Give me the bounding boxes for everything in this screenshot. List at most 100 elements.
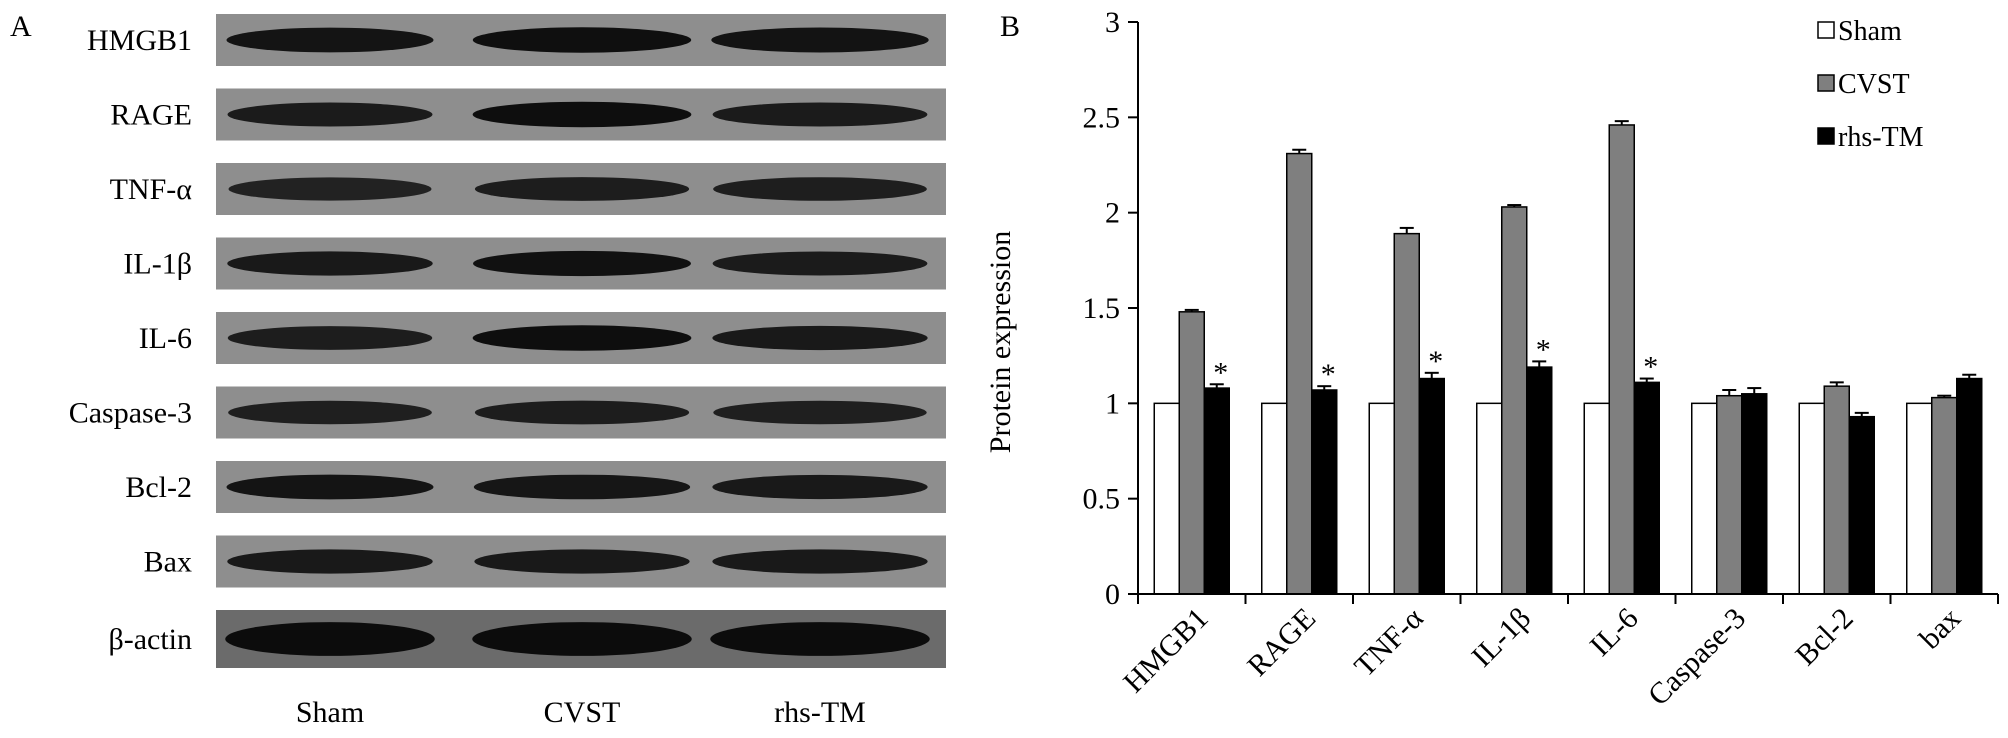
blot-rows: HMGB1 RAGE TNF-α IL-1β IL-6 Caspase-3 Bcl-2 Bax… xyxy=(69,14,946,668)
blot-band xyxy=(227,326,433,350)
bar-cvst xyxy=(1286,152,1313,595)
bar-rhs-tm xyxy=(1741,393,1768,595)
blot-band xyxy=(226,27,434,53)
blot-band xyxy=(712,474,928,500)
blot-band xyxy=(472,101,692,128)
bar-cvst xyxy=(1716,394,1743,595)
blot-band xyxy=(712,102,928,127)
y-tick-label: 0.5 xyxy=(1083,483,1121,516)
significance-mark: * xyxy=(1213,356,1228,389)
significance-mark: * xyxy=(1536,333,1551,366)
y-axis-label: Protein expression xyxy=(984,231,1017,453)
blot-band xyxy=(712,251,928,276)
legend-label: CVST xyxy=(1838,69,1910,100)
legend-swatch xyxy=(1817,127,1835,145)
blot-row-label: IL-1β xyxy=(123,248,192,281)
bar-rhs-tm xyxy=(1633,381,1660,595)
blot-row-label: Bcl-2 xyxy=(125,471,192,504)
blot-row: Caspase-3 xyxy=(69,386,946,439)
y-tick-label: 1.5 xyxy=(1083,292,1121,325)
blot-row-label: HMGB1 xyxy=(87,24,192,57)
blot-band xyxy=(713,400,927,425)
blot-band xyxy=(228,177,432,201)
blot-band xyxy=(712,325,928,351)
bar-sham xyxy=(1476,402,1503,595)
y-tick-label: 1 xyxy=(1105,387,1120,420)
lane-label: rhs-TM xyxy=(774,696,866,729)
x-category-label: IL-6 xyxy=(1584,602,1645,663)
blot-band xyxy=(472,622,692,656)
blot-band xyxy=(474,549,690,574)
lane-label: CVST xyxy=(544,696,621,729)
significance-mark: * xyxy=(1643,351,1658,384)
bar-sham xyxy=(1261,402,1288,595)
blot-row-label: Caspase-3 xyxy=(69,397,192,430)
bar-cvst xyxy=(1823,385,1850,595)
blot-band xyxy=(473,250,691,277)
blot-row-label: Bax xyxy=(144,546,192,579)
blot-band xyxy=(474,177,690,201)
bar-rhs-tm xyxy=(1418,377,1445,595)
blot-band xyxy=(225,622,435,656)
bar-cvst xyxy=(1608,124,1635,595)
blot-band xyxy=(472,325,692,351)
x-category-label: RAGE xyxy=(1241,602,1322,683)
blot-row: HMGB1 xyxy=(87,14,946,66)
x-category-label: HMGB1 xyxy=(1117,602,1215,700)
bar-rhs-tm xyxy=(1956,377,1983,595)
blot-band xyxy=(710,622,930,656)
blot-band xyxy=(227,102,433,127)
blot-row-label: RAGE xyxy=(110,99,192,132)
blot-row-label: TNF-α xyxy=(110,173,193,206)
significance-mark: * xyxy=(1428,345,1443,378)
y-tick-label: 2 xyxy=(1105,197,1120,230)
bar-rhs-tm xyxy=(1848,415,1875,595)
legend-label: rhs-TM xyxy=(1838,122,1924,153)
blot-band xyxy=(474,400,690,425)
bar-cvst xyxy=(1501,206,1528,595)
bars: * * * * * xyxy=(1153,120,1983,595)
bar-sham xyxy=(1798,402,1825,595)
bar-sham xyxy=(1368,402,1395,595)
blot-band xyxy=(227,549,433,574)
legend-label: Sham xyxy=(1838,16,1902,47)
x-category-label: TNF-α xyxy=(1348,601,1430,683)
y-axis: 0 0.5 1 1.5 2 2.5 3 xyxy=(1083,6,1139,611)
x-category-label: IL-1β xyxy=(1465,602,1537,674)
x-category-label: Caspase-3 xyxy=(1642,602,1753,713)
lane-labels: Sham CVST rhs-TM xyxy=(296,696,866,729)
bar-rhs-tm xyxy=(1526,366,1553,595)
x-category-label: bax xyxy=(1913,602,1967,656)
y-tick-label: 2.5 xyxy=(1083,101,1121,134)
legend: Sham CVST rhs-TM xyxy=(1817,16,1924,153)
blot-band xyxy=(226,474,434,500)
bar-cvst xyxy=(1931,396,1958,595)
blot-band xyxy=(227,251,433,276)
panel-b-label: B xyxy=(1000,10,1020,43)
blot-band xyxy=(711,27,929,53)
blot-row: β-actin xyxy=(108,610,946,668)
blot-band xyxy=(472,27,692,53)
bar-cvst xyxy=(1178,311,1205,595)
blot-row: IL-6 xyxy=(139,312,946,364)
panel-a-label: A xyxy=(10,10,32,43)
legend-swatch xyxy=(1817,21,1835,39)
bar-chart-panel: B * * * * * 0 0.5 1 1.5 2 2.5 3 HMGB1 RAGE TNF-α IL-1… xyxy=(984,6,1999,713)
blot-row: Bcl-2 xyxy=(125,461,946,513)
blot-band xyxy=(713,177,927,201)
blot-row-label: IL-6 xyxy=(139,322,192,355)
x-category-label: Bcl-2 xyxy=(1789,602,1859,672)
significance-mark: * xyxy=(1321,358,1336,391)
blot-row: Bax xyxy=(144,535,946,588)
bar-sham xyxy=(1691,402,1718,595)
lane-label: Sham xyxy=(296,696,364,729)
blot-row: IL-1β xyxy=(123,237,946,290)
blot-row: RAGE xyxy=(110,88,946,141)
protein-expression-chart: * * * * * 0 0.5 1 1.5 2 2.5 3 HMGB1 RAGE TNF-α IL-1β I… xyxy=(984,6,1999,713)
blot-row: TNF-α xyxy=(110,163,946,215)
bar-sham xyxy=(1583,402,1610,595)
western-blot-panel: A HMGB1 RAGE TNF-α IL-1β IL-6 Caspase-3 Bcl-2 B… xyxy=(10,10,946,729)
bar-sham xyxy=(1153,402,1180,595)
